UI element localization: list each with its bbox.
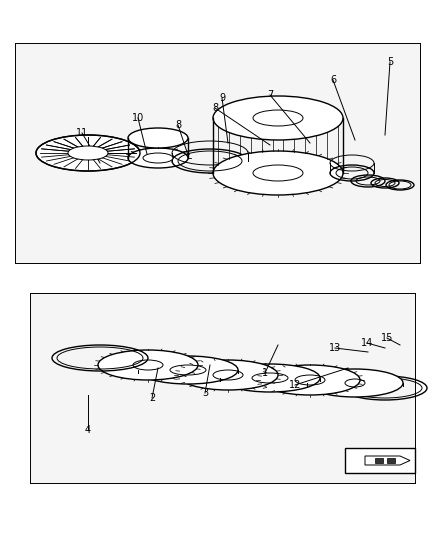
Ellipse shape <box>143 153 173 163</box>
Text: 12: 12 <box>289 380 301 390</box>
Bar <box>375 458 383 463</box>
Text: 5: 5 <box>387 57 393 67</box>
Ellipse shape <box>36 135 140 171</box>
Bar <box>345 448 415 473</box>
Ellipse shape <box>68 146 108 160</box>
Text: 8: 8 <box>212 103 218 113</box>
Ellipse shape <box>138 356 238 384</box>
Bar <box>387 458 395 463</box>
Ellipse shape <box>98 350 198 380</box>
Ellipse shape <box>220 364 320 392</box>
Ellipse shape <box>178 360 278 390</box>
Text: 8: 8 <box>175 120 181 130</box>
Ellipse shape <box>260 365 360 395</box>
Ellipse shape <box>128 128 188 148</box>
Ellipse shape <box>128 148 188 168</box>
Text: 14: 14 <box>361 338 373 348</box>
Text: 11: 11 <box>76 128 88 138</box>
Ellipse shape <box>213 96 343 140</box>
Text: 10: 10 <box>132 113 144 123</box>
Text: 6: 6 <box>330 75 336 85</box>
Text: 1: 1 <box>262 368 268 378</box>
Text: 7: 7 <box>267 90 273 100</box>
Text: 13: 13 <box>329 343 341 353</box>
Ellipse shape <box>307 369 403 397</box>
Polygon shape <box>30 293 415 483</box>
Text: 9: 9 <box>219 93 225 103</box>
Polygon shape <box>15 43 420 263</box>
Text: 15: 15 <box>381 333 393 343</box>
Ellipse shape <box>213 151 343 195</box>
Text: K3: K3 <box>347 456 359 465</box>
Text: 2: 2 <box>149 393 155 403</box>
Text: 4: 4 <box>85 425 91 435</box>
Text: 3: 3 <box>202 388 208 398</box>
